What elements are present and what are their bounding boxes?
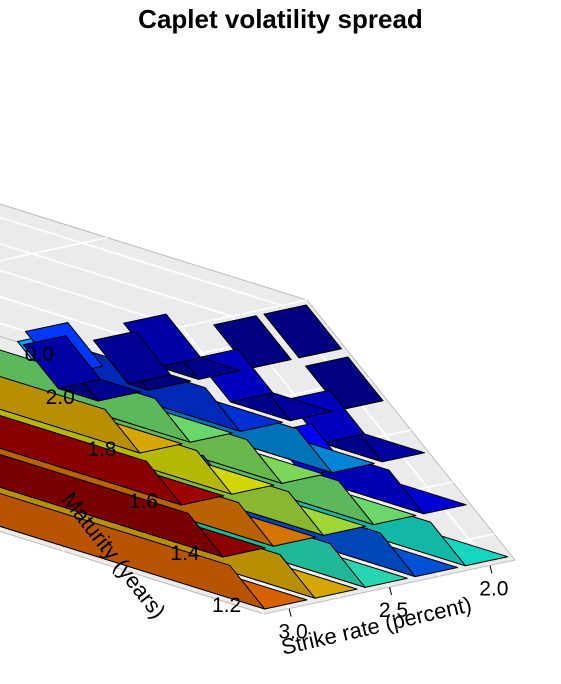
bar: [93, 330, 192, 391]
maturity-tick-label: 1.8: [87, 438, 116, 461]
maturity-tick-label: 1.2: [212, 594, 241, 617]
bar: [263, 304, 342, 359]
grid-line-strike: [0, 269, 182, 328]
z-tick-label: 0.0: [25, 343, 54, 366]
grid-line-strike: [0, 216, 283, 307]
bar: [0, 375, 183, 454]
bar: [123, 313, 242, 380]
bar: [0, 492, 308, 610]
chart-title: Caplet volatility spread: [138, 4, 423, 34]
grid-line-z: [0, 236, 108, 262]
maturity-tick-label: 1.4: [170, 542, 200, 565]
strike-tick-label: 2.0: [479, 577, 508, 600]
tick-labels: 0.00.10.20.30.40.51.21.41.61.82.02.02.53…: [25, 343, 509, 644]
bar: [0, 453, 266, 558]
back-wall-pane: [0, 203, 309, 355]
maturity-tick-label: 1.6: [129, 490, 158, 513]
grid-line-strike: [0, 242, 232, 317]
strike-tick-label: 3.0: [278, 621, 307, 644]
maturity-tick-label: 2.0: [46, 386, 75, 409]
bar: [22, 335, 141, 402]
strike-tick-label: 2.5: [379, 599, 408, 622]
bars: [0, 304, 509, 610]
bar: [0, 414, 225, 506]
